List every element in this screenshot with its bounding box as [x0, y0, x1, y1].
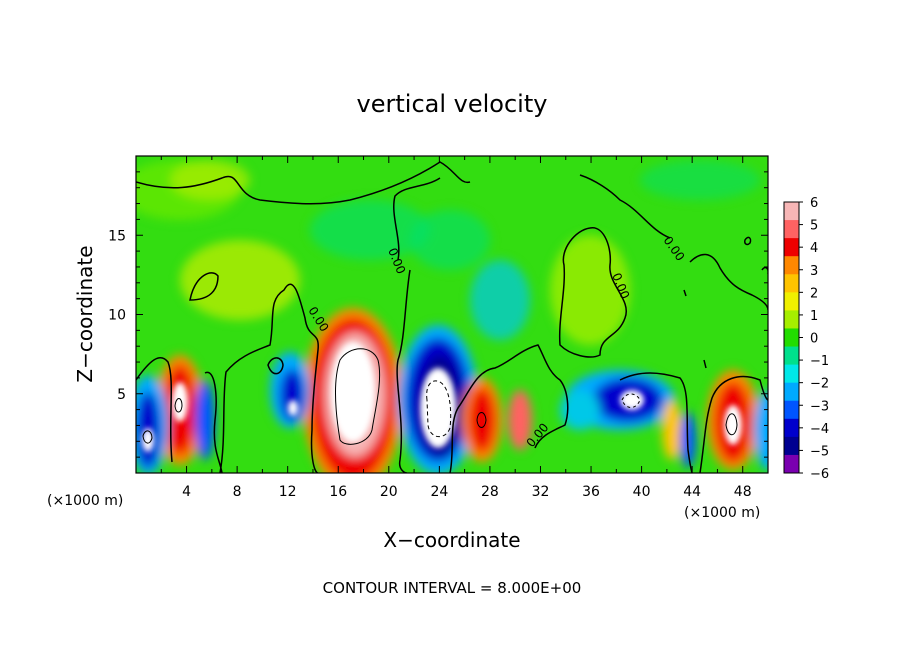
colorbar-swatch [784, 310, 799, 329]
colorbar-label: 4 [810, 241, 818, 256]
x-tick-label: 16 [329, 484, 347, 500]
y-tick-label: 10 [108, 308, 126, 324]
colorbar-label: −4 [810, 422, 829, 437]
x-tick-label: 8 [233, 484, 242, 500]
colorbar-label: 1 [810, 309, 818, 324]
x-tick-label: 44 [683, 484, 701, 500]
colorbar-swatch [784, 418, 799, 438]
colorbar-label: 3 [810, 264, 818, 279]
y-tick-label: 15 [108, 228, 126, 244]
colorbar-swatch [784, 400, 799, 420]
x-tick-label: 12 [279, 484, 297, 500]
x-tick-label: 40 [633, 484, 651, 500]
colorbar-label: 5 [810, 219, 818, 234]
x-tick-label: 48 [734, 484, 752, 500]
colorbar-label: −5 [810, 444, 829, 459]
zero-contours [136, 161, 768, 473]
x-tick-label: 28 [481, 484, 499, 500]
colorbar-label: −3 [810, 399, 829, 414]
colorbar-swatch [784, 256, 799, 275]
x-tick-label: 4 [182, 484, 191, 500]
colorbar-swatch [784, 382, 799, 402]
colorbar-swatch [784, 328, 799, 348]
colorbar-swatch [784, 292, 799, 311]
colorbar-label: 0 [810, 332, 818, 347]
colorbar-swatch [784, 346, 799, 366]
colorbar-swatch [784, 238, 799, 257]
colorbar-swatch [784, 436, 799, 456]
y-tick-label: 5 [117, 387, 126, 403]
colorbar-swatch [784, 274, 799, 293]
y-axis-label: Z−coordinate [73, 245, 97, 382]
x-tick-label: 32 [532, 484, 550, 500]
x-tick-label: 20 [380, 484, 398, 500]
x-tick-label: 36 [582, 484, 600, 500]
colorbar-label: 6 [810, 196, 818, 211]
x-axis-unit-right: (×1000 m) [684, 505, 760, 521]
plot-area: 0.00 0.00 0.00 0.00 0.00 [136, 156, 768, 473]
x-axis-label: X−coordinate [383, 528, 520, 552]
colorbar-swatch [784, 454, 799, 474]
colorbar-label: 2 [810, 286, 818, 301]
velocity-field [136, 160, 768, 473]
x-tick-label: 24 [430, 484, 448, 500]
colorbar-swatch [784, 220, 799, 239]
colorbar-label: −1 [810, 354, 829, 369]
contour-interval-note: CONTOUR INTERVAL = 8.000E+00 [323, 579, 582, 597]
x-axis-unit-left: (×1000 m) [47, 493, 123, 509]
colorbar-swatch [784, 202, 799, 221]
interval-contours [142, 348, 738, 445]
colorbar-swatch [784, 364, 799, 384]
colorbar-label: −2 [810, 377, 829, 392]
colorbar: 6 5 4 3 2 1 0 −1 −2 −3 −4 −5 −6 [783, 196, 829, 482]
chart-title: vertical velocity [357, 90, 548, 118]
colorbar-label: −6 [810, 467, 829, 482]
